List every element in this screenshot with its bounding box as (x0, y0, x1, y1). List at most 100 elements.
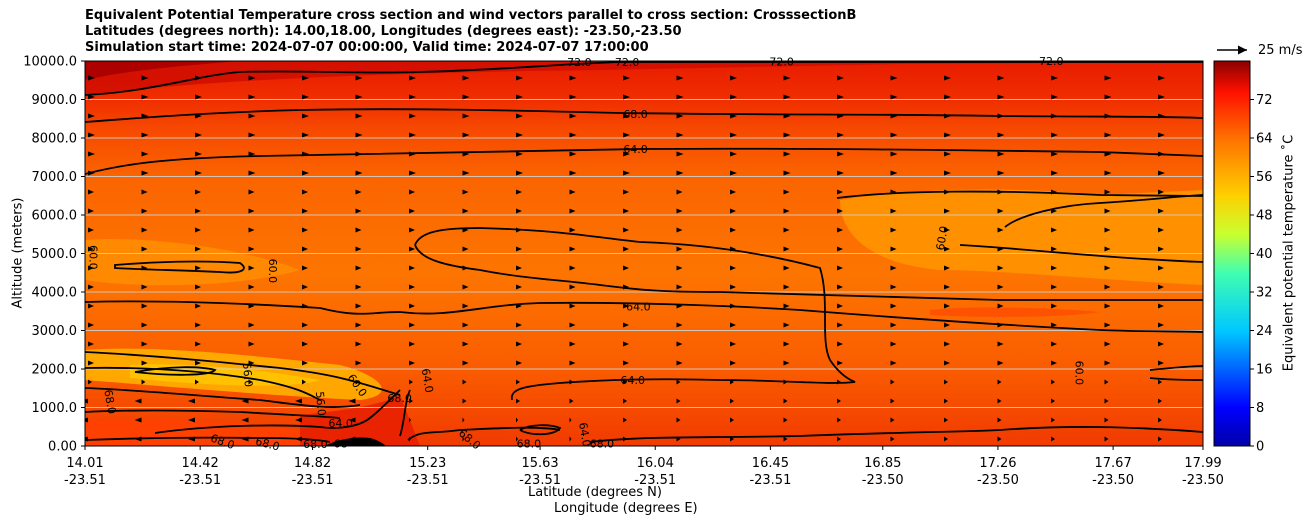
wind-vector (302, 246, 308, 252)
wind-vector (1051, 227, 1057, 233)
theta-e-fill-region (85, 61, 1203, 95)
wind-vector (462, 113, 470, 119)
wind-vector (134, 398, 142, 404)
contour-label: 72.0 (615, 56, 640, 69)
wind-vector (730, 208, 736, 214)
wind-vector (890, 265, 897, 271)
wind-vector (623, 284, 629, 290)
wind-vector (1158, 303, 1164, 309)
wind-vector (516, 75, 523, 81)
wind-vector (1051, 284, 1057, 290)
wind-vector (1104, 322, 1111, 328)
wind-vector (409, 94, 416, 100)
wind-vector (248, 75, 256, 81)
colorbar-tick-label: 32 (1256, 286, 1273, 301)
wind-vector (783, 227, 790, 233)
wind-vector (569, 170, 577, 176)
wind-vector (355, 265, 362, 271)
wind-vector (355, 113, 363, 119)
wind-vector (141, 189, 148, 195)
wind-vector (890, 132, 898, 138)
wind-vector (409, 170, 416, 176)
wind-vector (141, 113, 149, 119)
wind-vector (241, 398, 249, 404)
wind-vector (295, 417, 302, 423)
contour-line (85, 147, 1203, 175)
wind-vector (1051, 208, 1057, 214)
wind-vector (783, 94, 791, 100)
wind-vector (1158, 436, 1162, 442)
y-tick-label: 7000.0 (32, 170, 78, 185)
contour-line (85, 108, 1203, 123)
wind-vector (1051, 132, 1058, 138)
wind-vector (944, 132, 951, 138)
wind-vector (944, 284, 950, 290)
wind-vector (302, 322, 308, 328)
colorbar-tick-label: 56 (1256, 170, 1273, 185)
x-tick-label-latitude: 16.85 (864, 456, 901, 471)
wind-vector (890, 398, 895, 404)
wind-vector (890, 94, 898, 100)
wind-vector (837, 170, 844, 176)
wind-vector (195, 246, 201, 252)
wind-vector (516, 417, 518, 423)
wind-vector (944, 436, 948, 442)
contour-line (836, 190, 1203, 199)
wind-vector (195, 227, 201, 233)
wind-vector (88, 132, 95, 138)
wind-vector (944, 94, 951, 100)
wind-vector (516, 189, 522, 195)
wind-vector (409, 284, 415, 290)
wind-vector (623, 227, 629, 233)
wind-vector (837, 227, 843, 233)
contour-line (85, 351, 401, 396)
wind-vector (141, 379, 146, 385)
contour-line (114, 260, 245, 274)
wind-vector (997, 208, 1004, 214)
wind-vector (248, 132, 256, 138)
wind-vector (88, 94, 95, 100)
wind-vector (295, 398, 302, 404)
wind-vector (462, 208, 469, 214)
wind-vector (1104, 75, 1112, 81)
wind-vector (1158, 189, 1164, 195)
wind-vector (516, 436, 518, 442)
wind-vector (302, 208, 308, 214)
wind-vector (348, 436, 356, 442)
x-tick-label-latitude: 16.45 (752, 456, 789, 471)
wind-vector (730, 113, 737, 119)
wind-vector (623, 151, 630, 157)
colorbar-tick-label: 24 (1256, 324, 1273, 339)
wind-vector (295, 436, 302, 442)
wind-vector (1104, 94, 1112, 100)
colorbar-tick-label: 72 (1256, 93, 1273, 108)
wind-vector (1158, 75, 1165, 81)
wind-vector (248, 284, 255, 290)
wind-vector (462, 379, 467, 385)
wind-vector (1051, 265, 1057, 271)
wind-vector (676, 417, 681, 423)
x-axis: 14.01 -23.51 14.42 -23.51 14.82 -23.51 15.23 -2… (64, 446, 1224, 488)
x-tick-label-latitude: 17.99 (1184, 456, 1221, 471)
wind-vector (409, 360, 415, 366)
wind-vector (85, 398, 88, 404)
wind-vector (730, 398, 734, 404)
wind-vector (569, 284, 576, 290)
wind-vector (944, 246, 950, 252)
wind-vector (1158, 322, 1164, 328)
wind-vector (623, 303, 629, 309)
wind-vector (462, 246, 469, 252)
wind-vector (195, 360, 201, 366)
wind-vector (516, 341, 522, 347)
wind-vector (1051, 170, 1058, 176)
wind-vector (783, 284, 790, 290)
wind-vector (248, 360, 255, 366)
wind-vector (1104, 113, 1112, 119)
wind-vector (355, 246, 362, 252)
wind-vector (997, 379, 1002, 385)
x-tick-label-latitude: 14.42 (182, 456, 219, 471)
wind-vector (837, 75, 844, 81)
wind-vector (88, 75, 95, 81)
wind-vector (837, 284, 843, 290)
wind-vector (944, 265, 950, 271)
